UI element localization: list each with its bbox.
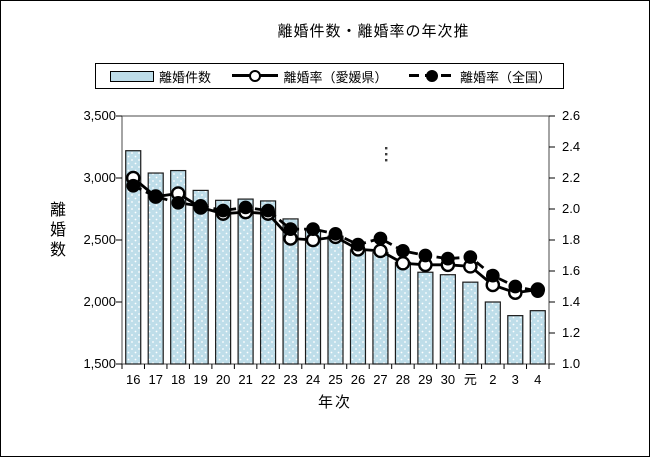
bar-30 [439,274,456,365]
bar-26 [349,249,367,365]
bar-元 [462,281,479,365]
x-axis-tick-label: 30 [440,372,456,387]
axis-ticks [116,115,555,369]
x-axis-title: 年次 [317,394,352,411]
filled-circle-marker-icon [425,70,438,82]
national-line-marker-29 [418,248,433,263]
national-line-marker-28 [396,244,410,258]
open-circle-marker-icon [249,70,262,82]
stray-dots-annotation [385,147,388,162]
right-axis-tick-label: 2.4 [562,139,581,154]
x-axis-tick-label: 28 [395,372,411,387]
national-line-marker-24 [306,222,320,236]
bar-25 [327,235,344,365]
x-axis-tick-label: 26 [350,372,366,387]
ehime-line-marker-27 [373,243,388,259]
national-line-marker-30 [441,251,455,266]
legend-item-label: 離婚率（全国） [459,69,551,85]
legend-item: 離婚率（愛媛県） [232,67,388,86]
national-line-marker-元 [463,250,478,264]
national-line-marker-20 [216,203,230,218]
legend: 離婚件数 離婚率（愛媛県） 離婚率（全国） [95,63,564,89]
national-line [126,178,545,298]
bar-series [125,150,546,365]
x-axis-tick-label: 3 [511,372,519,387]
right-axis-tick-label: 1.0 [562,356,581,371]
national-line-marker-3 [508,279,523,294]
national-line-marker-18 [171,195,186,210]
legend-item-label: 離婚率（愛媛県） [283,69,388,85]
bar-27 [372,251,389,365]
x-axis-tick-label: 29 [418,372,433,387]
national-line-marker-16 [126,178,141,193]
bar-28 [394,261,412,365]
bar-22 [259,200,277,365]
left-axis-tick-label: 1,500 [83,356,116,371]
legend-item: 離婚率（全国） [408,67,551,86]
legend-bar-swatch [110,70,154,82]
bar-16 [125,150,142,365]
left-axis-tick-label: 2,500 [83,232,116,247]
x-axis-tick-label: 19 [193,372,208,387]
x-axis-tick-label: 2 [489,372,497,387]
bar-3 [507,315,524,365]
x-axis-tick-label: 20 [215,372,231,387]
right-axis-tick-label: 2.6 [562,108,581,123]
bar-29 [417,271,434,365]
chart-title: 離婚件数・離婚率の年次推 [277,23,470,40]
ehime-line-marker-28 [395,255,411,271]
right-axis-tick-label: 2.2 [562,170,581,185]
national-line-marker-17 [148,189,163,204]
bar-19 [192,189,209,365]
right-axis-tick-label: 1.2 [562,325,581,340]
bar-2 [484,301,501,365]
national-line-marker-25 [328,226,343,241]
x-axis-tick-label: 27 [373,372,388,387]
legend-ehime-swatch [232,69,279,83]
national-line-marker-19 [193,199,208,213]
legend-national-swatch [408,69,455,83]
national-line-marker-2 [485,268,500,283]
bar-18 [170,169,187,365]
national-line-marker-26 [351,237,365,252]
national-line-marker-23 [283,222,298,236]
x-axis-tick-label: 25 [328,372,343,387]
legend-item-label: 離婚件数 [159,69,212,85]
x-axis-tick-label: 23 [283,372,298,387]
x-axis-tick-label: 4 [534,372,542,387]
x-axis-tick-label: 18 [170,372,186,387]
x-axis-tick-label: 17 [148,372,163,387]
left-axis-tick-label: 3,000 [83,170,116,185]
left-axis-tick-label: 2,000 [83,294,116,309]
bar-21 [237,198,254,365]
national-line-marker-27 [373,231,388,246]
national-line-marker-21 [238,200,253,215]
national-line-marker-4 [530,284,545,298]
right-axis-tick-label: 2.0 [562,201,581,216]
left-axis-tick-label: 3,500 [83,108,116,123]
x-axis-tick-label: 16 [126,372,141,387]
bar-4 [529,310,546,365]
x-axis-tick-label: 22 [260,372,276,387]
left-axis-title: 離婚数 [47,201,64,261]
bar-20 [215,199,232,365]
bar-23 [282,218,299,365]
bar-24 [304,229,322,365]
bar-17 [147,172,164,365]
right-axis-tick-label: 1.8 [562,232,581,247]
x-axis-tick-label: 24 [305,372,321,387]
legend-item: 離婚件数 [110,67,211,86]
right-axis-tick-label: 1.4 [562,294,581,309]
x-axis-tick-label: 元 [463,372,477,387]
right-axis-tick-label: 1.6 [562,263,581,278]
national-line-marker-22 [261,203,275,218]
x-axis-tick-label: 21 [238,372,253,387]
